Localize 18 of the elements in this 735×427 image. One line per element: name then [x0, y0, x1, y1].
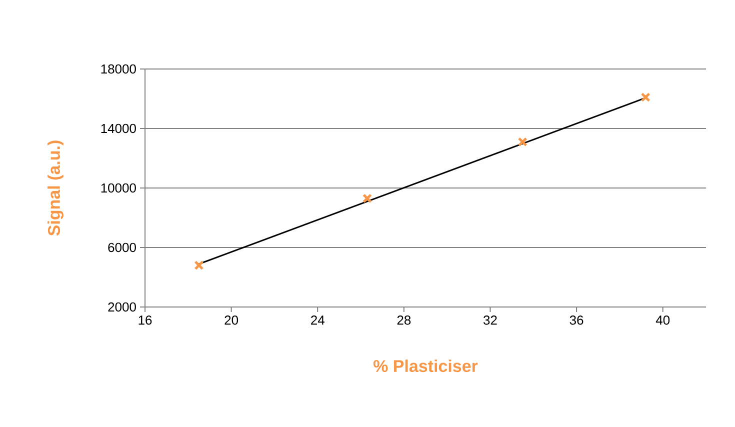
y-tick-label: 2000 [108, 302, 136, 312]
y-tick-label: 6000 [108, 242, 136, 252]
y-tick-label: 18000 [101, 64, 136, 74]
x-tick-label: 36 [570, 316, 584, 325]
x-tick-label: 20 [224, 316, 238, 325]
y-tick-label: 14000 [101, 124, 136, 134]
point [518, 137, 528, 147]
point [362, 194, 372, 204]
x-tick-label: 32 [484, 316, 497, 325]
point [194, 260, 204, 270]
y-axis-title: Signal (a.u.) [48, 140, 64, 236]
y-tick-label: 10000 [101, 183, 136, 193]
x-tick-label: 16 [138, 316, 152, 325]
x-tick-label: 28 [397, 316, 411, 325]
x-tick-label: 24 [311, 316, 324, 325]
x-axis-title: % Plasticiser [373, 360, 478, 372]
point [640, 92, 650, 102]
x-tick-label: 40 [656, 316, 670, 325]
